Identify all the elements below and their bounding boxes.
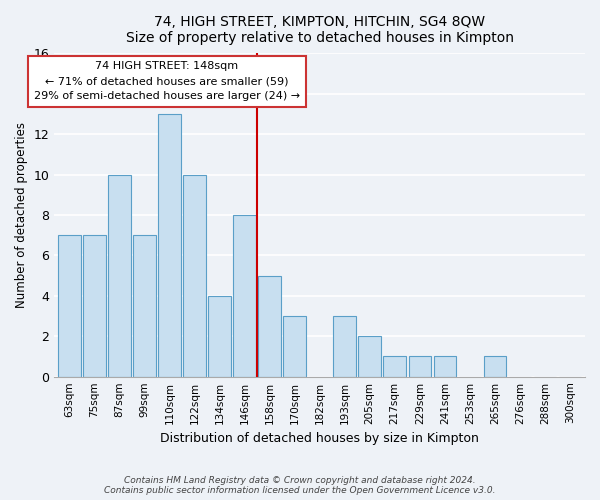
Bar <box>434 356 456 376</box>
Bar <box>58 235 80 376</box>
Bar <box>283 316 306 376</box>
Bar <box>334 316 356 376</box>
Bar <box>183 174 206 376</box>
Bar <box>259 276 281 376</box>
Bar <box>208 296 231 376</box>
Y-axis label: Number of detached properties: Number of detached properties <box>15 122 28 308</box>
Bar <box>358 336 381 376</box>
Bar <box>484 356 506 376</box>
Bar <box>133 235 155 376</box>
Bar <box>108 174 131 376</box>
Bar <box>83 235 106 376</box>
Bar <box>233 215 256 376</box>
Title: 74, HIGH STREET, KIMPTON, HITCHIN, SG4 8QW
Size of property relative to detached: 74, HIGH STREET, KIMPTON, HITCHIN, SG4 8… <box>125 15 514 45</box>
Text: 74 HIGH STREET: 148sqm
← 71% of detached houses are smaller (59)
29% of semi-det: 74 HIGH STREET: 148sqm ← 71% of detached… <box>34 62 300 101</box>
Text: Contains HM Land Registry data © Crown copyright and database right 2024.
Contai: Contains HM Land Registry data © Crown c… <box>104 476 496 495</box>
Bar <box>383 356 406 376</box>
Bar <box>158 114 181 376</box>
X-axis label: Distribution of detached houses by size in Kimpton: Distribution of detached houses by size … <box>160 432 479 445</box>
Bar <box>409 356 431 376</box>
